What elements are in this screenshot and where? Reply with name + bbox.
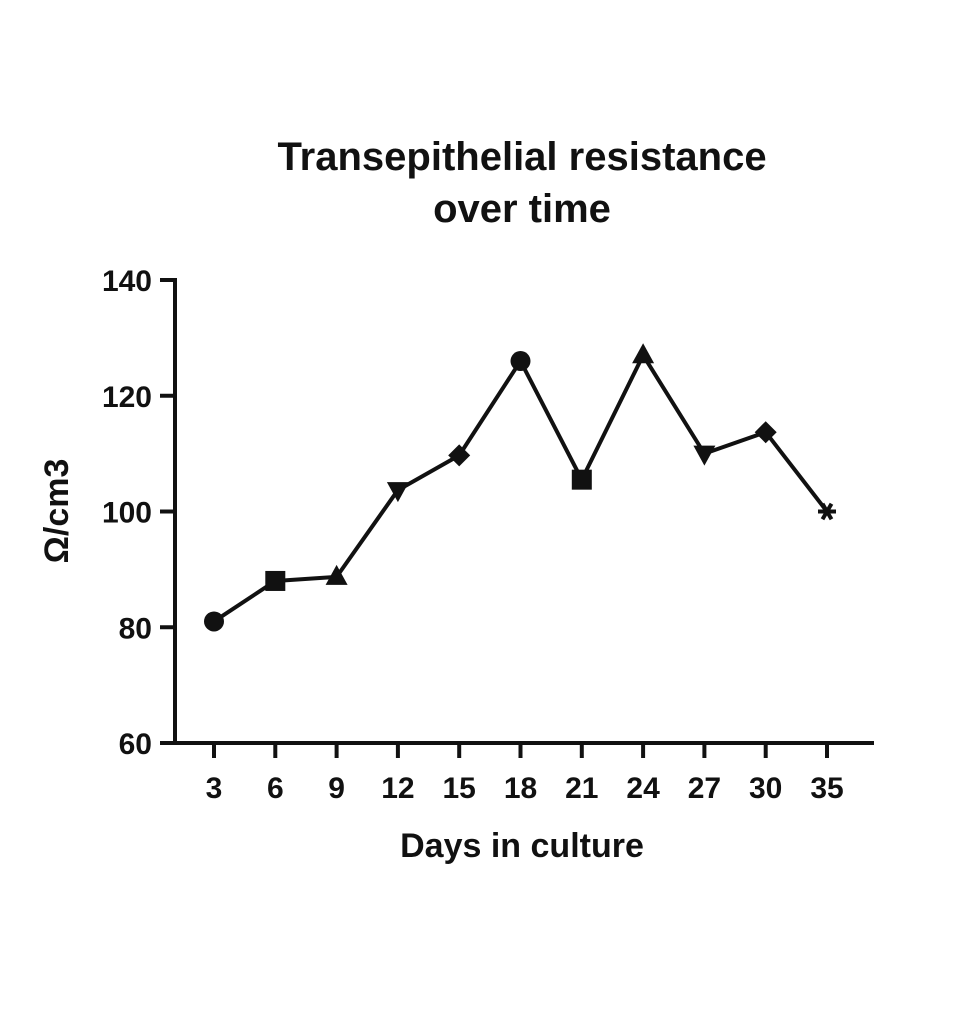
x-tick-label: 9 — [328, 772, 345, 805]
x-tick-label: 21 — [565, 772, 598, 805]
chart-title-line-1: Transepithelial resistance — [277, 135, 766, 179]
x-tick-label: 27 — [688, 772, 721, 805]
chart-title-line-2: over time — [433, 187, 611, 231]
data-point-9 — [325, 564, 348, 585]
x-tick-label: 6 — [267, 772, 284, 805]
data-point-35 — [818, 502, 836, 521]
x-tick-label: 3 — [206, 772, 223, 805]
data-point-27 — [693, 445, 716, 466]
x-tick-label: 15 — [443, 772, 476, 805]
y-tick-label: 80 — [119, 612, 152, 645]
x-tick-label: 18 — [504, 772, 537, 805]
data-point-15 — [448, 444, 471, 467]
data-point-6 — [265, 570, 286, 591]
y-tick-label: 60 — [119, 728, 152, 761]
x-tick-label: 12 — [381, 772, 414, 805]
y-tick-label: 140 — [102, 265, 152, 298]
y-tick-label: 100 — [102, 497, 152, 530]
data-point-30 — [754, 421, 777, 444]
series-line — [212, 353, 829, 624]
x-tick-label: 30 — [749, 772, 782, 805]
series-markers — [204, 343, 836, 632]
x-tick-label: 35 — [810, 772, 843, 805]
data-point-3 — [204, 611, 224, 632]
x-tick-label: 24 — [626, 772, 660, 805]
data-point-18 — [510, 351, 531, 372]
y-tick-label: 120 — [102, 381, 152, 414]
data-point-24 — [632, 343, 655, 364]
x-axis-label: Days in culture — [400, 827, 644, 865]
x-axis-ticks: 3 6 9 12 15 18 21 24 27 30 35 — [206, 743, 844, 805]
y-axis-ticks: 60 80 100 120 140 — [102, 265, 175, 761]
y-axis-label: Ω/cm3 — [38, 459, 76, 564]
data-point-12 — [386, 482, 409, 503]
data-point-21 — [571, 469, 592, 490]
